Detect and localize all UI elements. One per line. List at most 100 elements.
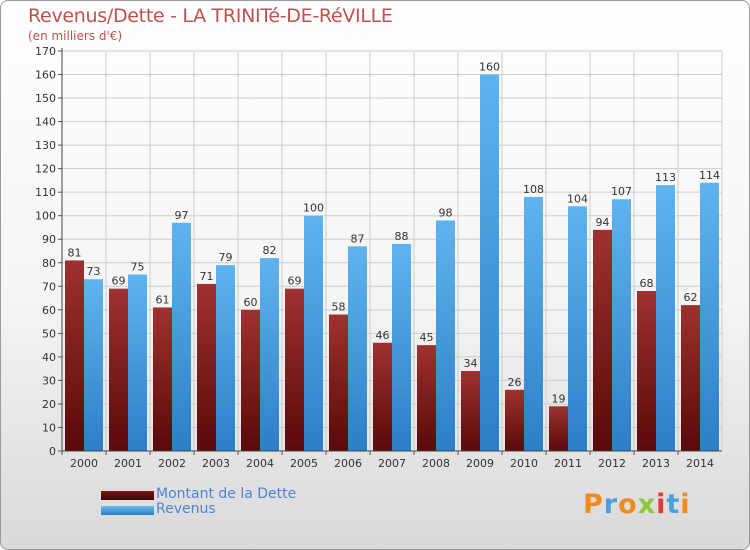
- ytick-label-70: 70: [42, 280, 56, 293]
- ytick-label-0: 0: [49, 445, 56, 458]
- xtick-label-2003: 2003: [202, 457, 230, 470]
- ytick-label-50: 50: [42, 327, 56, 340]
- ytick-label-120: 120: [35, 163, 56, 176]
- bar-revenus-2010: [524, 196, 543, 451]
- xtick-label-2006: 2006: [334, 457, 362, 470]
- xtick-label-2004: 2004: [246, 457, 274, 470]
- ytick-label-130: 130: [35, 139, 56, 152]
- data-label-revenus-2011: 104: [567, 192, 588, 205]
- xtick-label-2011: 2011: [554, 457, 582, 470]
- xtick-label-2013: 2013: [642, 457, 670, 470]
- xtick-label-2005: 2005: [290, 457, 318, 470]
- legend-label-revenus: Revenus: [156, 501, 216, 517]
- ytick-label-60: 60: [42, 304, 56, 317]
- bar-dette-2012: [593, 229, 612, 451]
- data-label-dette-2006: 58: [332, 301, 346, 314]
- logo-letter: t: [666, 489, 681, 520]
- data-label-revenus-2002: 97: [175, 209, 189, 222]
- bar-dette-2010: [505, 389, 524, 451]
- bar-dette-2006: [329, 314, 348, 451]
- ytick-label-160: 160: [35, 69, 56, 82]
- bar-revenus-2014: [700, 182, 719, 451]
- bar-dette-2000: [65, 260, 84, 451]
- data-label-dette-2003: 71: [200, 270, 214, 283]
- data-label-dette-2004: 60: [244, 296, 258, 309]
- legend-label-dette: Montant de la Dette: [156, 486, 297, 502]
- data-label-dette-2013: 68: [640, 277, 654, 290]
- chart-subtitle: (en milliers d'€): [28, 29, 123, 43]
- bar-dette-2009: [461, 371, 480, 451]
- xtick-label-2001: 2001: [114, 457, 142, 470]
- bar-revenus-2009: [480, 74, 499, 451]
- data-label-dette-2012: 94: [596, 216, 610, 229]
- data-label-revenus-2008: 98: [439, 206, 453, 219]
- bar-dette-2002: [153, 307, 172, 451]
- data-label-dette-2010: 26: [508, 376, 522, 389]
- bar-revenus-2003: [216, 265, 235, 451]
- bar-dette-2001: [109, 288, 128, 451]
- ytick-label-40: 40: [42, 351, 56, 364]
- bar-revenus-2011: [568, 206, 587, 451]
- bar-dette-2014: [681, 305, 700, 451]
- proxiti-logo: Proxiti: [583, 489, 691, 520]
- logo-letter: i: [680, 489, 691, 520]
- legend-swatch-revenus: [101, 506, 154, 515]
- bar-revenus-2000: [84, 279, 103, 451]
- data-label-dette-2001: 69: [112, 275, 126, 288]
- xtick-label-2002: 2002: [158, 457, 186, 470]
- data-label-dette-2007: 46: [376, 329, 390, 342]
- data-label-dette-2009: 34: [464, 357, 478, 370]
- logo-letter: o: [618, 489, 638, 520]
- ytick-label-170: 170: [35, 45, 56, 58]
- data-label-revenus-2009: 160: [479, 61, 500, 74]
- ytick-label-100: 100: [35, 210, 56, 223]
- logo-letter: x: [637, 489, 657, 520]
- ytick-label-20: 20: [42, 398, 56, 411]
- bar-revenus-2002: [172, 222, 191, 451]
- bar-dette-2013: [637, 291, 656, 451]
- bar-revenus-2004: [260, 258, 279, 451]
- xtick-label-2000: 2000: [70, 457, 98, 470]
- data-label-revenus-2006: 87: [351, 232, 365, 245]
- data-label-revenus-2000: 73: [87, 265, 101, 278]
- data-label-dette-2011: 19: [552, 392, 566, 405]
- bar-dette-2005: [285, 288, 304, 451]
- xtick-label-2009: 2009: [466, 457, 494, 470]
- bar-dette-2003: [197, 283, 216, 451]
- xtick-label-2007: 2007: [378, 457, 406, 470]
- data-label-revenus-2004: 82: [263, 244, 277, 257]
- bar-revenus-2001: [128, 274, 147, 451]
- data-label-dette-2014: 62: [684, 291, 698, 304]
- data-label-revenus-2003: 79: [219, 251, 233, 264]
- bar-dette-2007: [373, 342, 392, 451]
- bar-dette-2008: [417, 345, 436, 451]
- logo-letter: P: [583, 489, 604, 520]
- ytick-label-30: 30: [42, 374, 56, 387]
- bar-revenus-2005: [304, 215, 323, 451]
- bar-revenus-2006: [348, 246, 367, 451]
- bar-dette-2004: [241, 309, 260, 451]
- bar-revenus-2012: [612, 199, 631, 451]
- data-label-revenus-2007: 88: [395, 230, 409, 243]
- chart-title: Revenus/Dette - LA TRINITé-DE-RéVILLE: [28, 5, 393, 27]
- bar-revenus-2008: [436, 220, 455, 451]
- logo-letter: r: [603, 489, 619, 520]
- data-label-dette-2002: 61: [156, 293, 170, 306]
- data-label-dette-2000: 81: [68, 246, 82, 259]
- data-label-revenus-2010: 108: [523, 183, 544, 196]
- legend-swatch-dette: [101, 491, 154, 500]
- data-label-revenus-2012: 107: [611, 185, 632, 198]
- bar-revenus-2007: [392, 243, 411, 451]
- ytick-label-10: 10: [42, 421, 56, 434]
- ytick-label-140: 140: [35, 116, 56, 129]
- xtick-label-2010: 2010: [510, 457, 538, 470]
- xtick-label-2008: 2008: [422, 457, 450, 470]
- data-label-revenus-2005: 100: [303, 202, 324, 215]
- data-label-revenus-2013: 113: [655, 171, 676, 184]
- ytick-label-150: 150: [35, 92, 56, 105]
- data-label-revenus-2001: 75: [131, 261, 145, 274]
- logo-letter: i: [656, 489, 667, 520]
- ytick-label-90: 90: [42, 233, 56, 246]
